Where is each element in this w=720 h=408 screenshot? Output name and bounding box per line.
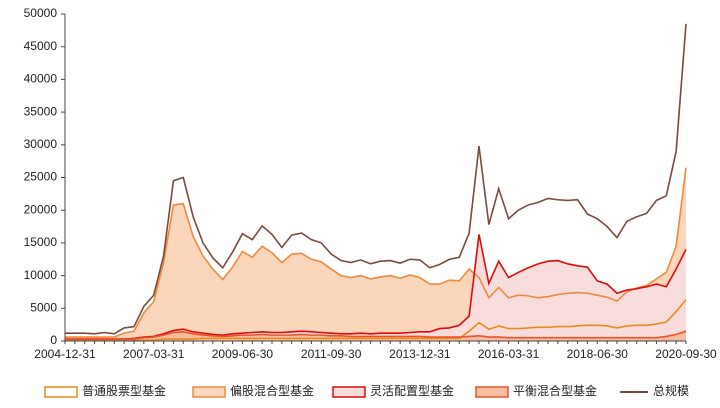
y-tick-label: 30000: [24, 137, 58, 151]
y-tick-label: 40000: [24, 72, 58, 86]
series-line: [65, 299, 687, 342]
legend-marker: [475, 386, 509, 398]
y-tick-label: 35000: [24, 104, 58, 118]
legend-marker: [332, 386, 366, 398]
y-tick-label: 25000: [24, 170, 58, 184]
legend-marker: [192, 386, 226, 398]
legend-label: 普通股票型基金: [82, 383, 166, 398]
legend-label: 平衡混合型基金: [513, 383, 597, 398]
y-tick-label: 45000: [24, 39, 58, 53]
y-tick-label: 10000: [24, 268, 58, 282]
x-tick-label: 2018-06-30: [567, 347, 629, 361]
series-line: [65, 234, 687, 340]
x-tick-label: 2009-06-30: [212, 347, 274, 361]
x-tick-label: 2016-03-31: [478, 347, 540, 361]
x-tick-label: 2007-03-31: [123, 347, 185, 361]
y-tick-label: 0: [50, 333, 57, 347]
legend-marker: [44, 386, 78, 398]
series-line: [65, 167, 687, 338]
y-tick-label: 20000: [24, 202, 58, 216]
legend-label: 总规模: [653, 383, 689, 398]
legend-label: 灵活配置型基金: [370, 383, 454, 398]
x-tick-label: 2013-12-31: [389, 347, 451, 361]
series-line: [65, 23, 687, 335]
y-tick-label: 5000: [30, 300, 57, 314]
x-tick-label: 2020-09-30: [655, 347, 717, 361]
series-line: [65, 330, 687, 340]
y-tick-label: 50000: [24, 6, 58, 20]
x-tick-label: 2011-09-30: [301, 347, 362, 361]
legend-label: 偏股混合型基金: [230, 383, 314, 398]
series-area: [65, 234, 686, 341]
x-tick-label: 2004-12-31: [34, 347, 96, 361]
y-tick-label: 15000: [24, 235, 58, 249]
